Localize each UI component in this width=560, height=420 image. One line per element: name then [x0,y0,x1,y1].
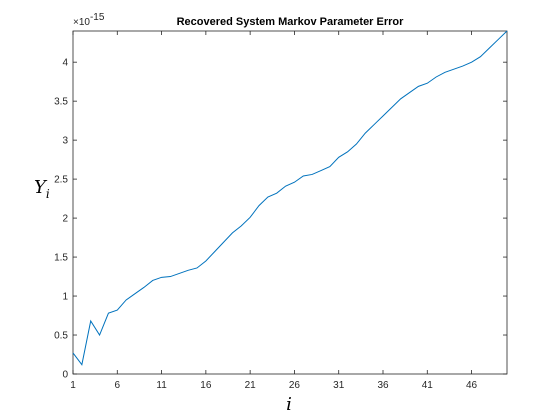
data-point [435,76,437,78]
y-tick-label: 2 [62,214,68,225]
x-axis-label: i [286,394,292,415]
x-tick-label: 6 [115,380,121,391]
y-tick-label: 3 [62,136,68,147]
x-tick-label: 1 [70,380,76,391]
y-exponent-base: ×10 [73,17,90,28]
data-point [205,260,207,262]
data-point [284,185,286,187]
data-point [346,151,348,153]
y-exponent: ×10-15 [73,12,105,28]
data-point [196,267,198,269]
data-point [267,196,269,198]
data-point [249,216,251,218]
y-tick-label: 4 [62,58,68,69]
y-tick-label: 1 [62,292,68,303]
data-point [276,192,278,194]
x-tick-label: 46 [466,380,478,391]
data-point [470,61,472,63]
data-point [240,225,242,227]
data-point [72,352,74,354]
y-tick-label: 2.5 [54,175,68,186]
data-point [462,65,464,67]
data-point [231,232,233,234]
x-tick-label: 36 [377,380,389,391]
data-point [488,47,490,49]
data-point [293,181,295,183]
data-point [107,312,109,314]
data-point [400,98,402,100]
data-point [479,56,481,58]
data-point [320,169,322,171]
data-point [258,204,260,206]
y-exponent-power: -15 [90,12,105,23]
y-axis-ticks: 0 0.5 1 1.5 2 2.5 3 3.5 4 [54,58,507,381]
data-point [116,309,118,311]
data-point [426,82,428,84]
data-point [214,250,216,252]
x-tick-label: 11 [156,380,167,391]
data-point [187,269,189,271]
x-axis-ticks: 1 6 11 16 21 26 31 36 41 46 [70,31,478,391]
x-tick-label: 31 [333,380,345,391]
data-point [382,115,384,117]
x-tick-label: 41 [422,380,434,391]
x-tick-label: 16 [200,380,212,391]
data-point [408,91,410,93]
plot-area [72,30,508,375]
y-axis-label: Yi [34,177,50,201]
data-point [417,85,419,87]
y-tick-label: 1.5 [54,253,68,264]
x-tick-label: 26 [289,380,301,391]
data-point [125,299,127,301]
data-point [143,286,145,288]
series-line [72,30,508,366]
y-axis-label-main: Y [34,177,48,198]
data-point [134,293,136,295]
data-point [355,143,357,145]
data-point [81,363,83,365]
data-point [364,132,366,134]
data-point [497,38,499,40]
data-point [329,165,331,167]
chart-title: Recovered System Markov Parameter Error [177,16,405,28]
data-point [222,241,224,243]
data-point [160,276,162,278]
data-point [506,30,508,32]
data-point [444,71,446,73]
data-point [453,68,455,70]
y-tick-label: 0.5 [54,331,68,342]
y-tick-label: 3.5 [54,97,68,108]
data-point [338,156,340,158]
data-point [311,173,313,175]
x-tick-label: 21 [245,380,257,391]
data-point [169,275,171,277]
y-axis-label-subscript: i [46,187,50,201]
data-point [152,279,154,281]
data-point [90,320,92,322]
data-point [302,175,304,177]
data-point [391,106,393,108]
data-point [98,334,100,336]
data-point [178,272,180,274]
data-point [373,123,375,125]
y-tick-label: 0 [62,370,68,381]
